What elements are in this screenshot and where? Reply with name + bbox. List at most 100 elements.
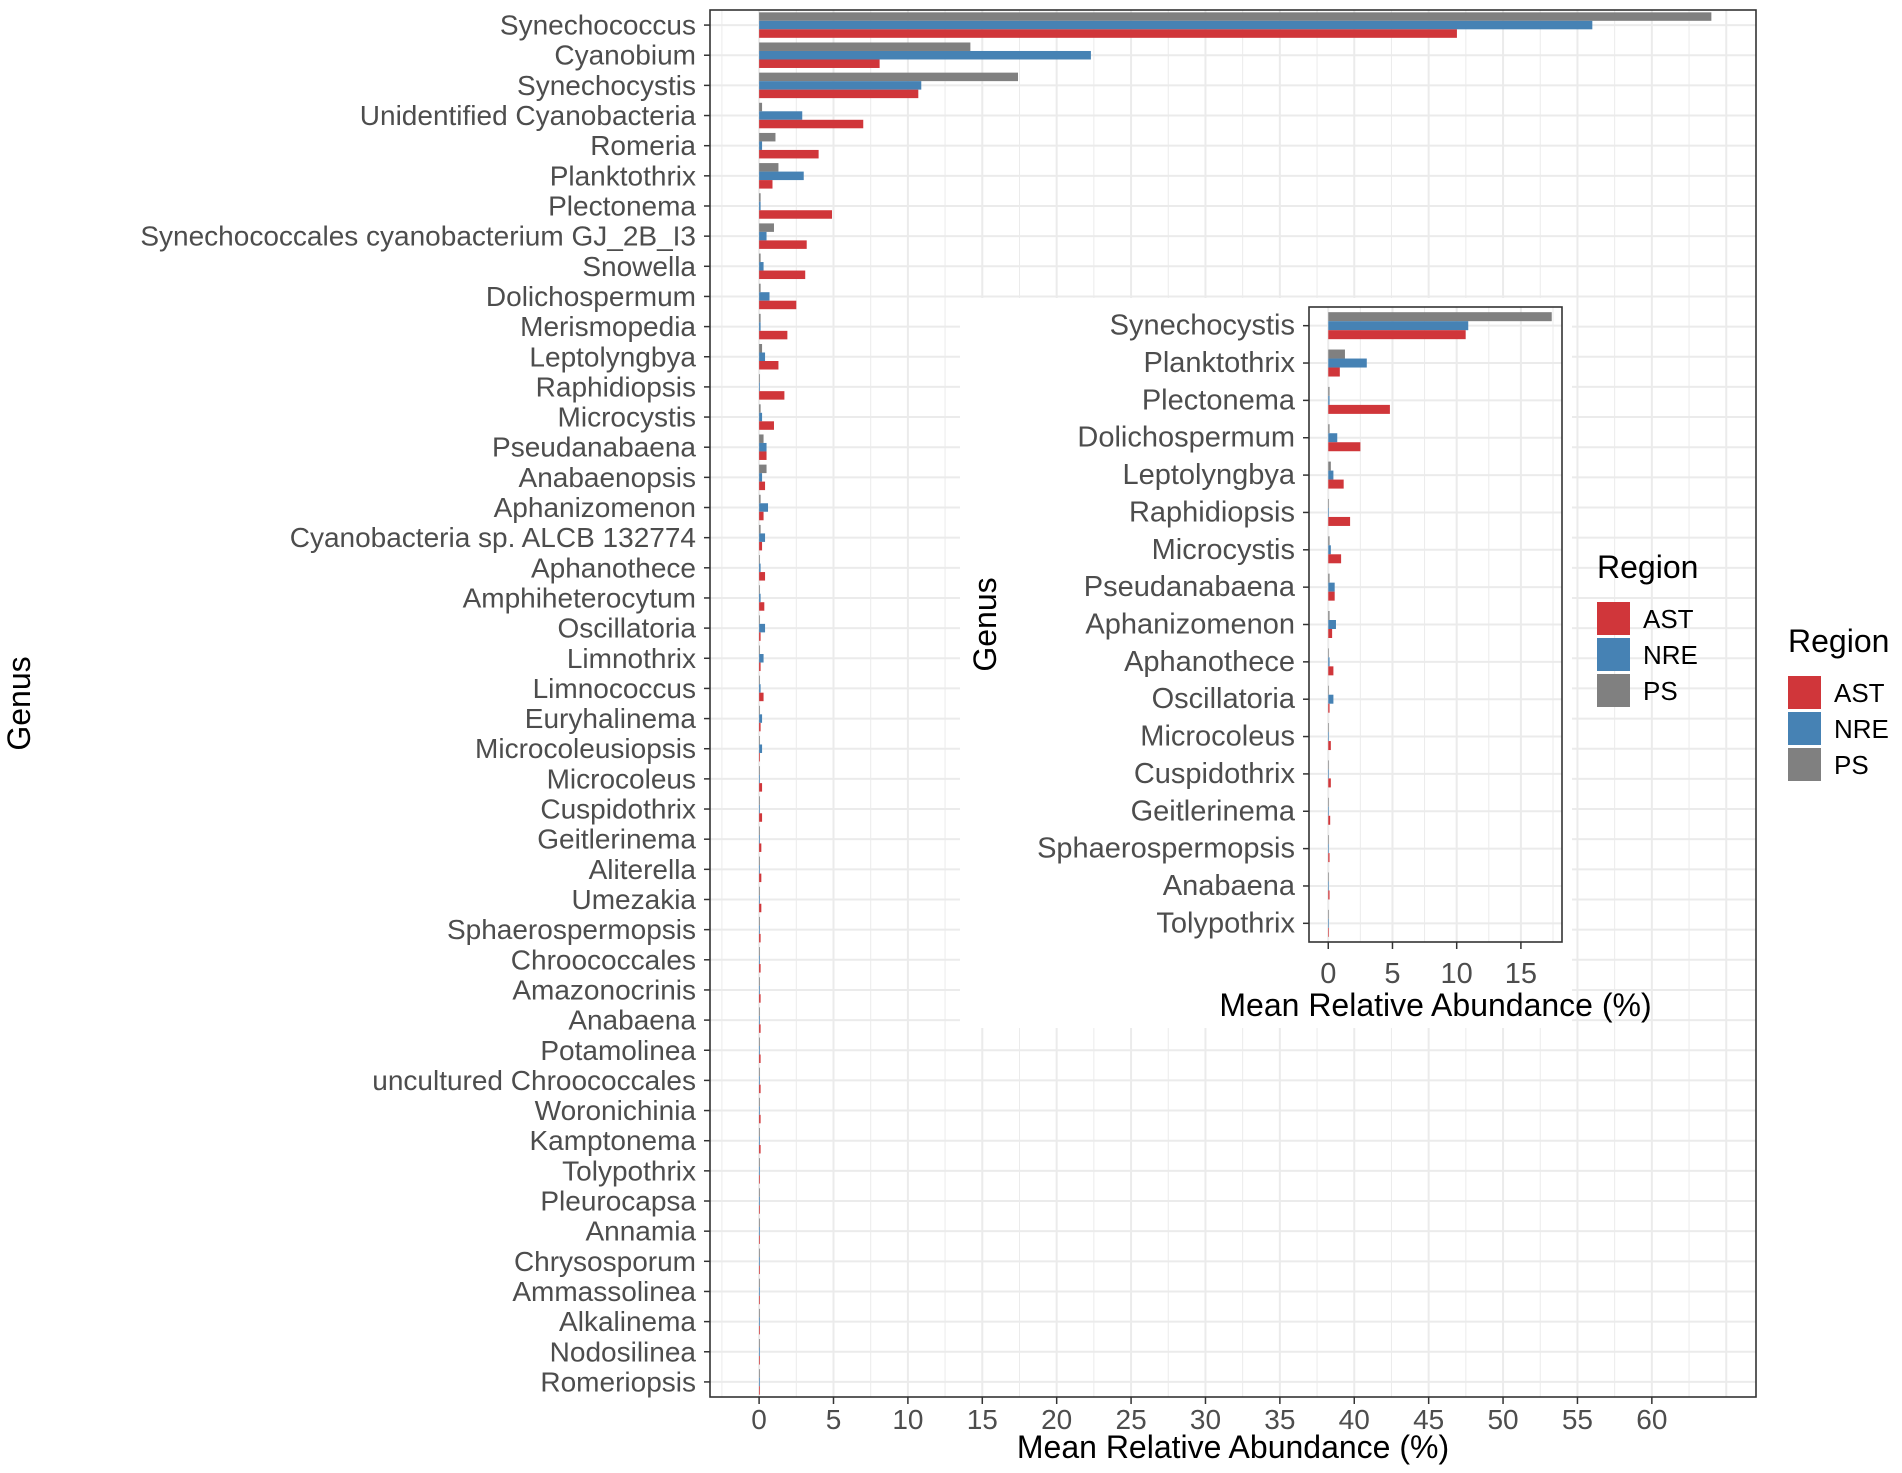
inset-category-label-cuspidothrix: Cuspidothrix xyxy=(1134,758,1296,790)
inset-bar-nre-dolichospermum xyxy=(1328,433,1338,443)
inset-x-tick-label-5: 5 xyxy=(1384,958,1400,990)
inset-bar-nre-aphanizomenon xyxy=(1328,620,1336,629)
main-bar-ast-raphidiopsis xyxy=(759,391,785,400)
main-bar-nre-cuspidothrix xyxy=(759,804,760,814)
main-bar-ast-microcystis xyxy=(759,421,774,430)
main-bar-ps-euryhalinema xyxy=(759,705,760,715)
main-category-label-chrysosporum: Chrysosporum xyxy=(514,1246,696,1277)
main-y-axis-title: Genus xyxy=(1,656,37,750)
inset-bar-ps-oscillatoria xyxy=(1328,685,1329,695)
main-category-label-raphidiopsis: Raphidiopsis xyxy=(536,371,696,402)
main-category-label-limnothrix: Limnothrix xyxy=(567,643,696,674)
main-bar-ps-uncultured-chroococcales xyxy=(759,1067,760,1077)
inset-bar-nre-synechocystis xyxy=(1328,321,1469,331)
main-x-tick-label-0: 0 xyxy=(751,1404,767,1435)
main-bar-ast-tolypothrix xyxy=(759,1175,760,1184)
inset-category-label-aphanothece: Aphanothece xyxy=(1124,646,1295,678)
main-bar-ps-aliterella xyxy=(759,856,760,866)
main-bar-ps-ammassolinea xyxy=(759,1278,760,1288)
main-bar-nre-planktothrix xyxy=(759,171,804,181)
inset-bar-ps-planktothrix xyxy=(1328,349,1345,359)
main-bar-nre-ammassolinea xyxy=(759,1287,760,1296)
main-bar-ast-anabaena xyxy=(759,1024,761,1033)
main-bar-ast-microcoleusiopsis xyxy=(759,752,760,762)
main-bar-nre-geitlerinema xyxy=(759,834,760,844)
main-bar-nre-raphidiopsis xyxy=(759,382,760,392)
main-bar-ast-alkalinema xyxy=(759,1325,760,1335)
main-x-axis-title: Mean Relative Abundance (%) xyxy=(1017,1429,1449,1465)
main-bar-ast-sphaerospermopsis xyxy=(759,933,761,943)
inset-bar-ps-cuspidothrix xyxy=(1328,760,1329,770)
main-bar-ast-umezakia xyxy=(759,903,762,913)
main-bar-ast-romeriopsis xyxy=(759,1386,760,1395)
main-bar-ps-pleurocapsa xyxy=(759,1188,760,1197)
main-category-label-microcoleus: Microcoleus xyxy=(547,763,696,794)
inset-bar-ps-raphidiopsis xyxy=(1328,498,1329,508)
main-legend-key-nre xyxy=(1788,712,1821,745)
main-category-label-alkalinema: Alkalinema xyxy=(559,1306,696,1337)
main-bar-nre-cyanobium xyxy=(759,50,1091,60)
inset-category-label-sphaerospermopsis: Sphaerospermopsis xyxy=(1037,833,1295,865)
main-category-label-unidentified-cyanobacteria: Unidentified Cyanobacteria xyxy=(360,100,697,131)
main-bar-ast-amphiheterocytum xyxy=(759,602,765,611)
main-bar-nre-anabaenopsis xyxy=(759,473,763,482)
main-x-tick-label-35: 35 xyxy=(1264,1404,1295,1435)
inset-legend-label-ast: AST xyxy=(1643,604,1694,634)
main-x-tick-label-55: 55 xyxy=(1562,1404,1593,1435)
inset-x-tick-label-15: 15 xyxy=(1505,958,1537,990)
main-bar-ps-microcoleusiopsis xyxy=(759,735,760,745)
legend-main: Region AST NRE PS xyxy=(1788,623,1889,781)
main-bar-ast-cyanobium xyxy=(759,59,880,68)
main-category-label-woronichinia: Woronichinia xyxy=(535,1095,697,1126)
main-bar-nre-pleurocapsa xyxy=(759,1196,760,1206)
main-bar-nre-limnococcus xyxy=(759,684,761,693)
inset-bar-ps-tolypothrix xyxy=(1328,909,1329,919)
main-legend-key-ps xyxy=(1788,748,1821,781)
inset-bar-ast-planktothrix xyxy=(1328,367,1340,377)
main-bar-nre-dolichospermum xyxy=(759,292,770,301)
main-bar-ast-uncultured-chroococcales xyxy=(759,1084,761,1094)
main-bar-nre-oscillatoria xyxy=(759,623,766,633)
main-bar-ast-nodosilinea xyxy=(759,1356,760,1365)
main-bar-ps-oscillatoria xyxy=(759,615,760,624)
main-x-tick-label-45: 45 xyxy=(1413,1404,1444,1435)
inset-bar-ast-cuspidothrix xyxy=(1328,778,1331,788)
main-bar-ps-limnothrix xyxy=(759,645,760,655)
inset-bar-ast-aphanothece xyxy=(1328,666,1334,676)
inset-bar-nre-anabaena xyxy=(1328,881,1329,891)
main-bar-ps-synechococcus xyxy=(759,12,1712,21)
main-category-label-potamolinea: Potamolinea xyxy=(540,1035,696,1066)
inset-bar-ast-dolichospermum xyxy=(1328,442,1361,452)
inset-category-label-aphanizomenon: Aphanizomenon xyxy=(1085,609,1295,641)
main-category-label-cyanobium: Cyanobium xyxy=(554,40,696,71)
main-bar-ast-woronichinia xyxy=(759,1114,761,1124)
main-category-label-ammassolinea: Ammassolinea xyxy=(512,1276,696,1307)
main-bar-nre-uncultured-chroococcales xyxy=(759,1076,760,1085)
main-bar-ast-aphanothece xyxy=(759,572,766,581)
main-category-label-romeria: Romeria xyxy=(590,130,696,161)
main-category-label-aphanothece: Aphanothece xyxy=(531,552,696,583)
inset-bar-ps-synechocystis xyxy=(1328,312,1552,322)
main-category-label-amazonocrinis: Amazonocrinis xyxy=(512,974,696,1005)
inset-category-label-tolypothrix: Tolypothrix xyxy=(1156,907,1295,939)
main-category-label-tolypothrix: Tolypothrix xyxy=(562,1155,696,1186)
inset-bar-ast-geitlerinema xyxy=(1328,815,1331,825)
main-bar-ps-tolypothrix xyxy=(759,1158,760,1167)
main-bar-ps-geitlerinema xyxy=(759,826,760,835)
main-bar-ast-annamia xyxy=(759,1235,760,1244)
inset-bar-nre-geitlerinema xyxy=(1328,806,1329,816)
main-chart: SynechococcusCyanobiumSynechocystisUnide… xyxy=(1,9,1757,1465)
inset-bar-ast-raphidiopsis xyxy=(1328,516,1351,526)
main-bar-ps-cyanobacteria-sp-alcb-132774 xyxy=(759,524,761,534)
main-bar-ast-synechococcus xyxy=(759,29,1457,38)
inset-bar-ast-pseudanabaena xyxy=(1328,591,1335,601)
main-bar-ast-merismopedia xyxy=(759,330,788,340)
main-bar-nre-romeria xyxy=(759,141,763,150)
main-bar-ast-microcoleus xyxy=(759,783,763,792)
main-category-label-oscillatoria: Oscillatoria xyxy=(558,613,697,644)
inset-bar-ast-synechocystis xyxy=(1328,330,1466,340)
main-bar-ast-cyanobacteria-sp-alcb-132774 xyxy=(759,541,763,551)
main-bar-ast-synechococcales-cyanobacterium-gj-2b-i3 xyxy=(759,240,807,249)
main-bar-ps-nodosilinea xyxy=(759,1339,760,1348)
main-bar-ps-romeria xyxy=(759,132,776,142)
